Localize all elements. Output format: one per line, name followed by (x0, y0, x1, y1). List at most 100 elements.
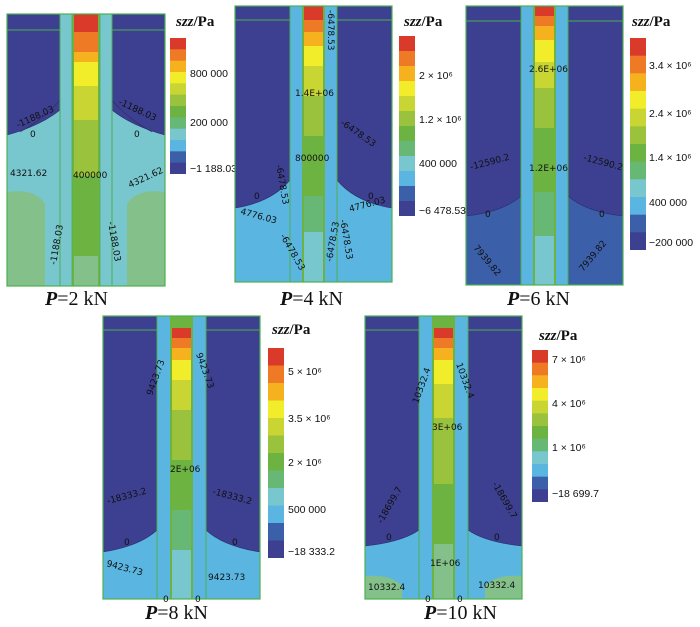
colorbar-swatch (268, 365, 284, 384)
contour-label: 0 (134, 130, 140, 140)
contour-label: 10332.4 (368, 583, 405, 593)
colorbar-swatch (630, 144, 646, 163)
colorbar-swatch (630, 126, 646, 145)
colorbar (630, 38, 646, 250)
colorbar-swatch (630, 73, 646, 92)
colorbar-tick: −200 000 (649, 237, 694, 249)
colorbar-swatch (630, 214, 646, 233)
panel-caption: P=8 kN (145, 602, 208, 624)
scale-title: szz/Pa (632, 14, 671, 30)
colorbar-swatch (532, 350, 548, 364)
colorbar-swatch (399, 81, 415, 97)
colorbar-swatch (399, 96, 415, 112)
scale-title: szz/Pa (176, 14, 215, 30)
colorbar-swatch (399, 51, 415, 67)
colorbar-swatch (399, 111, 415, 127)
colorbar-swatch (532, 400, 548, 414)
colorbar-tick: 800 000 (190, 68, 228, 80)
colorbar-tick: 7 × 10⁶ (552, 354, 586, 366)
colorbar-swatch (170, 117, 186, 130)
colorbar-swatch (170, 140, 186, 152)
panel-p6: 2.6E+06 -12590.2 -12590.2 1.2E+06 0 0 79… (465, 0, 700, 312)
contour-label: 4321.62 (10, 169, 47, 179)
colorbar-swatch (268, 540, 284, 558)
colorbar-swatch (532, 413, 548, 427)
colorbar-swatch (170, 72, 186, 84)
colorbar-swatch (532, 426, 548, 440)
colorbar-swatch (268, 348, 284, 366)
colorbar-tick: 400 000 (649, 197, 687, 209)
colorbar-swatch (268, 523, 284, 541)
contour-label: 0 (386, 533, 392, 543)
contour-label: 1.4E+06 (295, 89, 334, 99)
colorbar-swatch (532, 464, 548, 478)
contour-label: 0 (485, 210, 491, 220)
contour-label: 0 (425, 595, 431, 604)
contour-label: 0 (457, 595, 463, 604)
panel-caption: P=4 kN (280, 288, 343, 310)
colorbar-swatch (532, 388, 548, 402)
panel-caption: P=6 kN (507, 288, 570, 310)
colorbar-swatch (532, 375, 548, 389)
colorbar-swatch (268, 418, 284, 436)
scale-title: szz/Pa (539, 328, 578, 344)
colorbar-swatch (630, 232, 646, 250)
panel-caption: P=2 kN (45, 288, 108, 310)
contour-label: 1E+06 (430, 559, 461, 569)
colorbar-swatch (170, 128, 186, 141)
colorbar-swatch (268, 470, 284, 489)
colorbar-swatch (399, 141, 415, 157)
colorbar-tick: 2.4 × 10⁶ (649, 108, 692, 120)
colorbar-swatch (170, 151, 186, 164)
contour-label: 1.2E+06 (529, 164, 568, 174)
colorbar-tick: 2 × 10⁶ (419, 70, 453, 82)
colorbar-tick: 1.4 × 10⁶ (649, 152, 692, 164)
contour-label: 0 (599, 210, 605, 220)
colorbar-swatch (268, 435, 284, 454)
colorbar-swatch (170, 83, 186, 96)
colorbar-tick: 400 000 (419, 158, 457, 170)
colorbar-swatch (399, 156, 415, 172)
colorbar-swatch (399, 126, 415, 142)
contour-label: 0 (232, 538, 238, 548)
colorbar-swatch (170, 94, 186, 107)
colorbar-swatch (532, 438, 548, 452)
colorbar-swatch (630, 38, 646, 57)
contour-label: 0 (195, 595, 201, 604)
contour-label: 0 (124, 538, 130, 548)
contour-label: 800000 (295, 154, 330, 164)
colorbar-swatch (532, 476, 548, 490)
colorbar-tick: 1.2 × 10⁶ (419, 114, 462, 126)
colorbar-swatch (630, 108, 646, 127)
colorbar-swatch (170, 162, 186, 174)
colorbar-tick: −18 699.7 (552, 488, 600, 500)
colorbar-swatch (268, 400, 284, 419)
colorbar-swatch (532, 489, 548, 502)
colorbar-swatch (399, 171, 415, 187)
colorbar-tick: 3.4 × 10⁶ (649, 60, 692, 72)
colorbar-swatch (170, 106, 186, 118)
contour-plot-p8: 9423.73 9423.73 2E+06 -18333.2 -18333.2 … (102, 315, 261, 604)
colorbar-swatch (630, 179, 646, 198)
colorbar-swatch (630, 91, 646, 110)
colorbar-swatch (630, 55, 646, 74)
contour-plot-p10: 10332.4 10332.4 3E+06 -18699.7 -18699.7 … (364, 315, 523, 604)
colorbar (170, 38, 186, 174)
colorbar-swatch (268, 383, 284, 401)
colorbar-swatch (630, 161, 646, 180)
panel-p4: -6478.53 1.4E+06 -6478.53 800000 -6478.5… (232, 0, 467, 312)
colorbar-tick: 5 × 10⁶ (288, 366, 322, 378)
colorbar-swatch (399, 36, 415, 52)
colorbar (399, 36, 415, 216)
scale-title: szz/Pa (404, 14, 443, 30)
panel-p2: -1188.03 0 -1188.03 0 400000 4321.62 432… (0, 0, 238, 312)
colorbar-swatch (268, 488, 284, 506)
colorbar-swatch (170, 38, 186, 50)
colorbar-tick: −1 188.03 (190, 163, 238, 175)
contour-label: 0 (163, 595, 169, 604)
contour-label: 0 (494, 533, 500, 543)
colorbar-tick: 4 × 10⁶ (552, 398, 586, 410)
panel-caption: P=10 kN (424, 602, 497, 624)
colorbar-tick: −18 333.2 (288, 546, 336, 558)
colorbar-swatch (630, 197, 646, 216)
